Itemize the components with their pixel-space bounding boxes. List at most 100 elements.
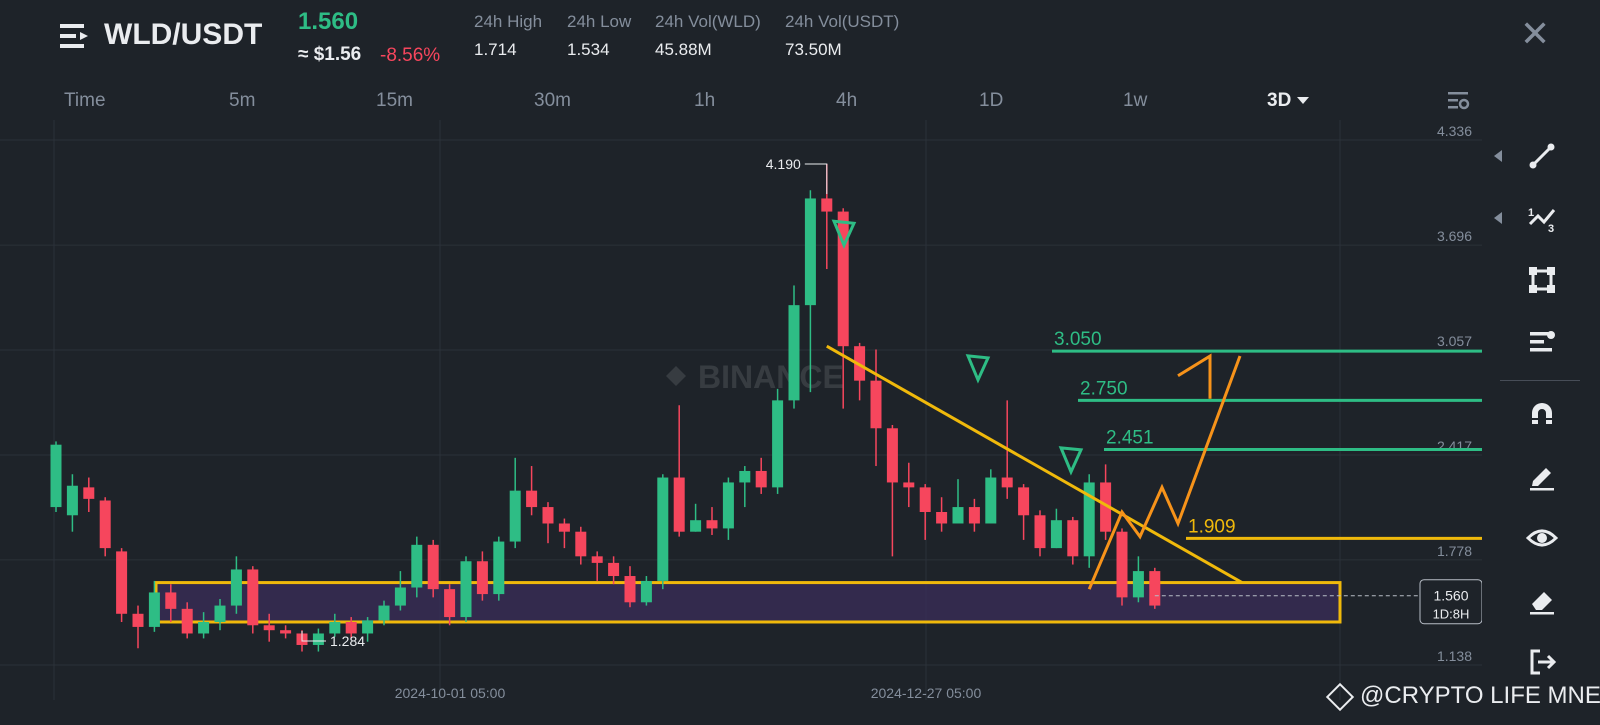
- indicator-tool[interactable]: [1522, 322, 1562, 362]
- candle-body: [230, 569, 242, 606]
- level-label: 3.050: [1054, 329, 1102, 350]
- candle-body: [608, 562, 620, 577]
- candle-body: [83, 487, 95, 499]
- candle-body: [280, 630, 292, 634]
- chevron-down-icon: [1297, 97, 1310, 105]
- candle-body: [772, 400, 784, 488]
- tab-15m[interactable]: 15m: [376, 90, 413, 111]
- candle-body: [526, 490, 538, 508]
- stat-24h-vol-base: 24h Vol(WLD) 45.88M: [655, 12, 761, 60]
- stat-label: 24h Low: [567, 12, 632, 31]
- pencil-icon: [1530, 468, 1554, 491]
- candle-body: [1083, 482, 1095, 557]
- candle-body: [116, 551, 128, 614]
- candle-body: [345, 621, 357, 634]
- x-tick-label: 2024-10-01 05:00: [395, 685, 506, 701]
- candle-body: [50, 444, 62, 508]
- markers: 4.190 1.284: [301, 156, 1422, 649]
- demand-zone: [154, 581, 1342, 624]
- submenu-caret-icon[interactable]: [1494, 212, 1502, 224]
- stat-24h-high: 24h High 1.714: [474, 12, 542, 60]
- drawings: [826, 219, 1243, 590]
- magnet-tool[interactable]: [1522, 394, 1562, 434]
- stat-label: 24h Vol(WLD): [655, 12, 761, 31]
- candle-body: [755, 470, 767, 488]
- low-marker-label: 1.284: [330, 633, 365, 649]
- triangle-marker: [831, 219, 857, 250]
- last-price: 1.560: [298, 8, 359, 35]
- fibonacci-tool-icon: 13: [1528, 207, 1556, 235]
- candle-body: [1116, 531, 1128, 598]
- svg-text:1: 1: [1528, 207, 1534, 219]
- exit-icon: [1530, 649, 1557, 675]
- tab-4h[interactable]: 4h: [836, 90, 858, 111]
- candle-body: [624, 576, 636, 603]
- candle-body: [1067, 520, 1079, 557]
- tab-5m[interactable]: 5m: [229, 90, 256, 111]
- tab-30m[interactable]: 30m: [534, 90, 571, 111]
- y-tick-label: 1.778: [1437, 543, 1472, 559]
- tab-3d[interactable]: 3D: [1267, 90, 1310, 112]
- price-chart[interactable]: BINANCE 4.336 3.696 3.057 2.417 1.778 1.…: [0, 120, 1483, 720]
- triangle-marker: [1058, 446, 1084, 476]
- trendline-tool-icon: [1529, 143, 1555, 169]
- usd-price: ≈ $1.56: [298, 44, 362, 65]
- trendline: [826, 344, 1243, 584]
- level-label: 1.909: [1188, 516, 1236, 537]
- credit-text: @CRYPTO LIFE MNE: [1360, 682, 1600, 709]
- x-tick-label: 2024-12-27 05:00: [871, 685, 982, 701]
- candle-body: [657, 477, 669, 581]
- eye-icon: [1525, 529, 1559, 547]
- visibility-tool[interactable]: [1522, 518, 1562, 558]
- candle-body: [919, 487, 931, 512]
- stat-value: 1.534: [567, 40, 610, 59]
- chart-settings-icon[interactable]: [1446, 89, 1470, 113]
- candle-body: [378, 605, 390, 621]
- tab-1h[interactable]: 1h: [694, 90, 716, 111]
- candle-body: [968, 507, 980, 524]
- candle-body: [804, 198, 816, 306]
- close-icon[interactable]: ✕: [1520, 13, 1551, 54]
- candle-body: [165, 592, 177, 609]
- pencil-tool[interactable]: [1522, 456, 1562, 496]
- trading-pair[interactable]: WLD/USDT: [104, 18, 263, 51]
- candle-body: [575, 531, 587, 557]
- candle-body: [493, 541, 505, 595]
- exit-tool[interactable]: [1522, 642, 1562, 682]
- tab-3d-label: 3D: [1267, 90, 1292, 111]
- candle-body: [362, 620, 374, 634]
- svg-text:3: 3: [1548, 223, 1554, 234]
- candle-body: [444, 589, 456, 618]
- rectangle-tool[interactable]: [1522, 260, 1562, 300]
- candle-body: [985, 477, 997, 524]
- menu-icon[interactable]: [60, 22, 90, 50]
- candle-body: [1050, 520, 1062, 549]
- y-tick-label: 1.138: [1437, 648, 1472, 664]
- projection-path: [1087, 355, 1242, 590]
- candle-body: [427, 544, 439, 590]
- price-change: -8.56%: [380, 45, 441, 66]
- toolbar-divider: [1500, 380, 1580, 381]
- stat-label: 24h High: [474, 12, 543, 31]
- submenu-caret-icon[interactable]: [1494, 150, 1502, 162]
- tab-time[interactable]: Time: [64, 90, 106, 111]
- high-marker-label: 4.190: [766, 156, 801, 172]
- chart-canvas[interactable]: BINANCE 4.336 3.696 3.057 2.417 1.778 1.…: [0, 120, 1483, 720]
- x-axis: 2024-10-01 05:00 2024-12-27 05:00: [395, 685, 982, 701]
- level-label: 2.750: [1080, 378, 1128, 399]
- tab-1d[interactable]: 1D: [979, 90, 1004, 111]
- candle-body: [837, 211, 849, 347]
- candle-body: [263, 625, 275, 631]
- tab-1w[interactable]: 1w: [1123, 90, 1148, 111]
- eraser-icon: [1530, 592, 1554, 615]
- candles: [50, 163, 1161, 652]
- candle-body: [329, 621, 341, 634]
- eraser-tool[interactable]: [1522, 580, 1562, 620]
- trendline-tool[interactable]: [1494, 136, 1562, 176]
- stat-value: 1.714: [474, 40, 517, 59]
- rectangle-tool-icon: [1529, 267, 1555, 293]
- candle-body: [198, 621, 210, 634]
- candle-body: [214, 605, 226, 622]
